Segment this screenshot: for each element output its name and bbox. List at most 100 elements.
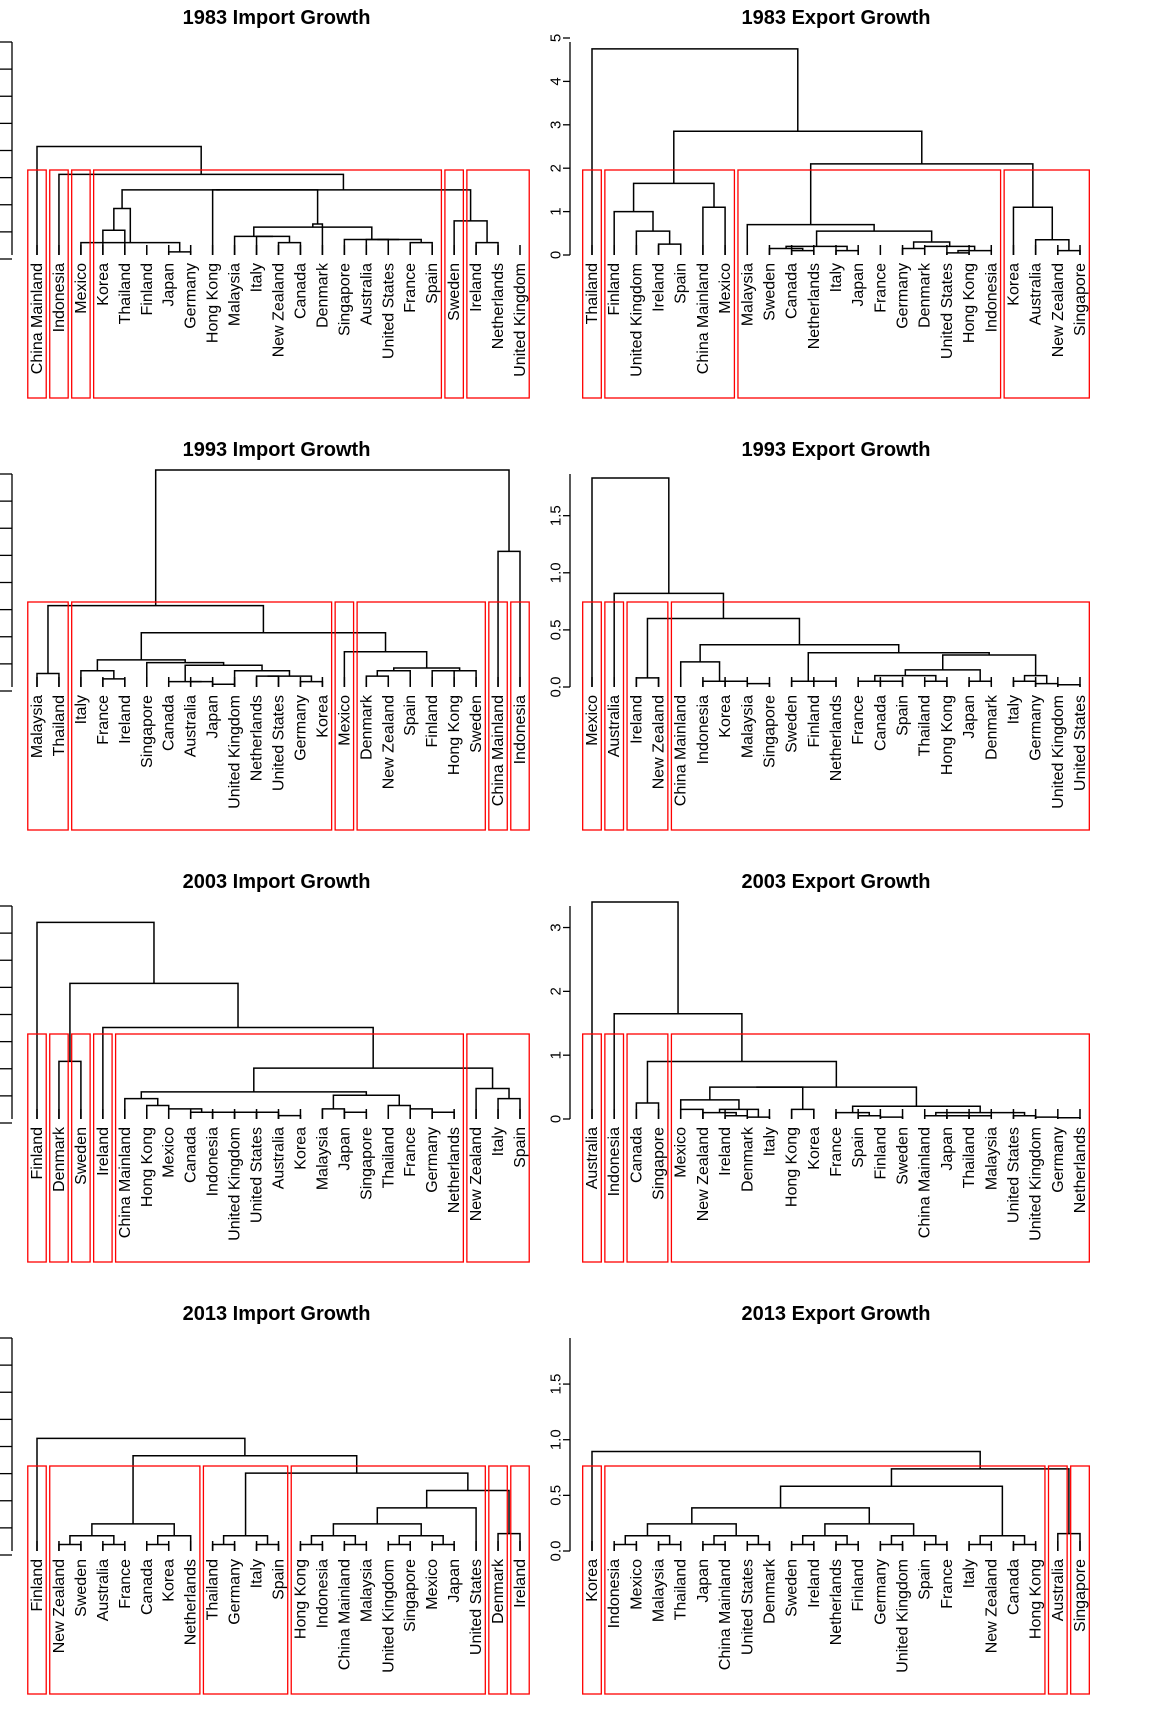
leaf-label: Canada [872, 695, 889, 751]
dendrogram-branch [253, 1067, 494, 1092]
leaf-label: Germany [227, 1559, 244, 1625]
dendrogram-branch [890, 1534, 937, 1545]
leaf-label: Korea [806, 1127, 823, 1170]
leaf-label: Denmark [917, 262, 934, 328]
leaf-label: Korea [95, 263, 112, 306]
dendrogram-branch [1034, 1116, 1059, 1119]
leaf-label: Australia [584, 1127, 601, 1189]
leaf-label: Thailand [673, 1559, 690, 1620]
dendrogram-branch [591, 901, 679, 1119]
leaf-label: Japan [446, 1559, 463, 1603]
leaf-label: Italy [761, 1127, 778, 1156]
dendrogram-branch [343, 1111, 368, 1119]
leaf-label: Denmark [983, 694, 1000, 760]
cluster-box [92, 1033, 113, 1263]
dendrogram-branch [1034, 682, 1059, 687]
dendrogram-branch [376, 669, 411, 687]
dendrogram-branch [146, 661, 225, 687]
dendrogram-branch [431, 1111, 455, 1119]
dendrogram-branch [968, 680, 993, 687]
leaf-label: Finland [29, 1559, 46, 1611]
leaf-label: United Kingdom [512, 263, 529, 377]
dendrogram-branch [189, 1111, 214, 1119]
dendrogram-branch [724, 680, 749, 687]
chart-title: 1983 Export Growth [742, 7, 931, 29]
leaf-label: United States [1072, 695, 1089, 791]
dendrogram-branch [713, 1534, 760, 1545]
leaf-label: Italy [961, 1559, 978, 1588]
leaf-label: Indonesia [606, 1559, 623, 1628]
leaf-label: Italy [249, 1559, 266, 1588]
leaf-label: United States [249, 1127, 266, 1223]
leaf-label: Thailand [961, 1127, 978, 1188]
leaf-label: Spain [402, 695, 419, 736]
leaf-label: Canada [1005, 1559, 1022, 1615]
dendrogram-branch [255, 1111, 280, 1119]
leaf-label: Thailand [380, 1127, 397, 1188]
leaf-label: Hong Kong [939, 695, 956, 775]
cluster-box [1047, 1465, 1068, 1695]
dendrogram-branch [946, 1115, 970, 1119]
leaf-label: Malaysia [739, 695, 756, 758]
dendrogram-branch [613, 592, 725, 687]
leaf-label: Korea [161, 1559, 178, 1602]
leaf-label: Singapore [1072, 1559, 1089, 1632]
dendrogram-branch [824, 1523, 915, 1536]
leaf-label: Finland [29, 1127, 46, 1179]
dendrogram-branch [768, 247, 804, 255]
y-tick-label: 1.5 [548, 505, 565, 526]
leaf-label: Indonesia [606, 1127, 623, 1196]
y-tick-label: 0 [548, 251, 565, 259]
leaf-label: Sweden [895, 1127, 912, 1185]
leaf-label: Singapore [761, 695, 778, 768]
dendrogram-branch [779, 1485, 1004, 1536]
leaf-label: France [939, 1559, 956, 1609]
dendrogram-branch [591, 1450, 981, 1551]
dendrogram-branch [267, 675, 313, 682]
panel-p2013i: 2013 Import Growth Finland New Zealand Swed… [0, 1303, 530, 1695]
dendrogram-branch [453, 220, 488, 255]
leaf-label: Spain [673, 263, 690, 304]
leaf-label: United States [271, 695, 288, 791]
leaf-label: Denmark [314, 262, 331, 328]
dendrogram-branch [746, 1543, 771, 1551]
dendrogram-branch [387, 1104, 411, 1119]
leaf-label: Korea [1005, 263, 1022, 306]
dendrogram-branch [968, 1543, 993, 1551]
dendrogram-branch [96, 659, 186, 671]
dendrogram-branch [167, 251, 192, 255]
leaf-label: Malaysia [227, 263, 244, 326]
leaf-label: Indonesia [51, 263, 68, 332]
y-tick-label: 4 [548, 77, 565, 85]
dendrogram-branch [851, 1105, 981, 1113]
leaf-label: Japan [850, 263, 867, 307]
dendrogram-branch [790, 680, 825, 687]
leaf-label: Malaysia [651, 1559, 668, 1622]
leaf-label: Singapore [651, 1127, 668, 1200]
dendrogram-branch [36, 672, 60, 687]
leaf-label: Australia [183, 695, 200, 757]
dendrogram-branch [724, 1115, 749, 1119]
dendrogram-branch [646, 617, 801, 678]
leaf-label: Sweden [446, 263, 463, 321]
leaf-label: Ireland [468, 263, 485, 312]
leaf-label: China Mainland [673, 695, 690, 806]
dendrogram-branch [979, 1534, 1026, 1545]
dendrogram-branch [646, 1060, 838, 1104]
leaf-label: Sweden [784, 695, 801, 753]
leaf-label: Ireland [512, 1559, 529, 1608]
leaf-label: Netherlands [828, 1559, 845, 1645]
panel-p2003i: 2003 Import Growth Finland Denmark Sweden Ir… [0, 871, 530, 1263]
dendrogram-branch [923, 680, 948, 687]
cluster-box [604, 601, 625, 831]
dendrogram-branch [58, 1543, 82, 1551]
dendrogram-branch [813, 680, 837, 687]
y-tick-label: 1 [548, 1051, 565, 1059]
leaf-label: New Zealand [1050, 263, 1067, 357]
dendrogram-branch [1023, 674, 1048, 684]
dendrogram-branch [497, 1097, 521, 1119]
leaf-label: Mexico [717, 263, 734, 314]
leaf-label: Australia [606, 695, 623, 757]
dendrogram-branch [879, 1543, 904, 1551]
